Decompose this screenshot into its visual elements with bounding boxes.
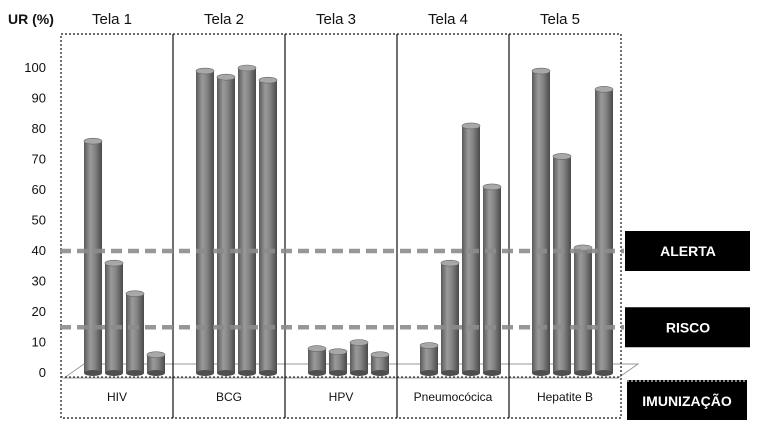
panel-title: Tela 2 <box>204 11 244 28</box>
panel-title: Tela 1 <box>92 11 132 28</box>
bar <box>83 137 103 376</box>
bar <box>531 67 551 376</box>
threshold-label: ALERTA <box>660 243 716 259</box>
category-label: Hepatite B <box>537 390 593 404</box>
panel-title: Tela 4 <box>428 11 468 28</box>
y-tick-label: 60 <box>32 182 46 197</box>
bar <box>370 351 390 376</box>
bar <box>237 64 257 376</box>
bar <box>125 290 145 376</box>
y-tick-label: 10 <box>32 335 46 350</box>
category-labels: Tela 1 HIV Tela 2 BCG Tela 3 HPV Tela 4 Pneumoc… <box>92 11 593 404</box>
thresholds <box>60 248 624 330</box>
bar <box>440 259 460 376</box>
bar <box>328 348 348 376</box>
category-label: Pneumocócica <box>414 390 493 404</box>
bar <box>195 67 215 376</box>
y-tick-label: 90 <box>32 91 46 106</box>
y-axis-ticks: 0 10 20 30 40 50 60 70 80 90 100 <box>24 60 46 380</box>
axis-box-label: IMUNIZAÇÃO <box>642 392 732 409</box>
bars <box>83 64 614 376</box>
y-tick-label: 0 <box>39 365 46 380</box>
panel-title: Tela 3 <box>316 11 356 28</box>
bar <box>258 76 278 376</box>
bar <box>419 342 439 376</box>
y-tick-label: 50 <box>32 213 46 228</box>
bar <box>552 153 572 376</box>
y-tick-label: 80 <box>32 121 46 136</box>
category-label: BCG <box>216 390 242 404</box>
y-tick-label: 20 <box>32 304 46 319</box>
y-tick-label: 40 <box>32 243 46 258</box>
category-label: HPV <box>329 390 354 404</box>
threshold-label: RISCO <box>666 319 710 335</box>
category-label: HIV <box>107 390 127 404</box>
bar <box>349 339 369 376</box>
y-tick-label: 30 <box>32 274 46 289</box>
bar <box>594 86 614 376</box>
bar <box>307 345 327 376</box>
bar <box>573 244 593 376</box>
bar <box>146 351 166 376</box>
axis-box <box>627 380 747 420</box>
y-axis-label: UR (%) <box>8 11 54 27</box>
bar <box>216 73 236 376</box>
panels <box>60 33 622 419</box>
panel-box <box>508 33 622 419</box>
threshold-label-box <box>625 307 750 348</box>
panel-title: Tela 5 <box>540 11 580 28</box>
bar <box>482 183 502 376</box>
y-tick-label: 70 <box>32 152 46 167</box>
threshold-label-box <box>625 231 750 271</box>
bar <box>104 259 124 376</box>
y-tick-label: 100 <box>24 60 46 75</box>
threshold-label-boxes: ALERTA RISCO IMUNIZAÇÃO <box>625 231 750 420</box>
